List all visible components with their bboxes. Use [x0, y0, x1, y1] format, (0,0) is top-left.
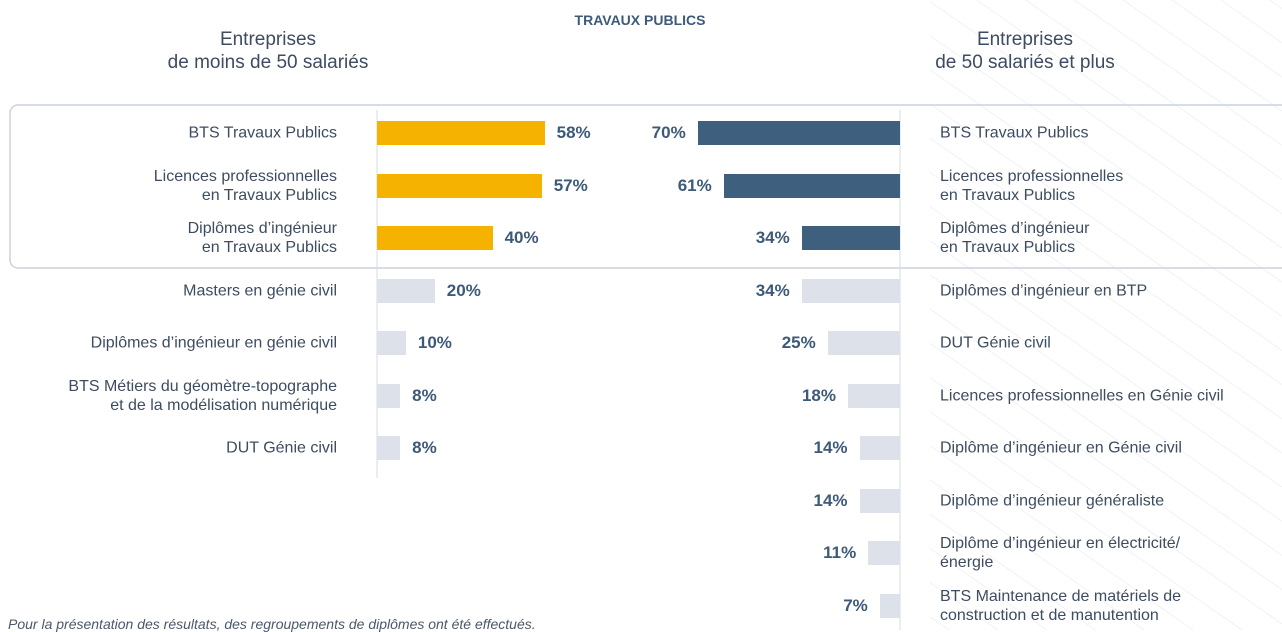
value-label: 18%: [801, 385, 836, 405]
bar: [827, 331, 900, 355]
bar: [377, 331, 406, 355]
value-label: 70%: [651, 123, 686, 142]
panel-subtitle: Entreprises de 50 salariés et plus: [935, 29, 1115, 73]
category-label: Diplôme d’ingénieur généraliste: [940, 492, 1165, 509]
category-label: Licences professionnelles en Travaux Pub…: [940, 167, 1124, 204]
category-label: Licences professionnelles en Travaux Pub…: [153, 167, 337, 204]
category-label: BTS Travaux Publics: [188, 124, 338, 142]
value-label: 14%: [813, 438, 848, 457]
category-label: Diplômes d’ingénieur en Travaux Publics: [187, 220, 337, 256]
bar: [377, 278, 435, 303]
category-label: DUT Génie civil: [940, 334, 1051, 352]
value-label: 61%: [677, 175, 712, 195]
value-label: 34%: [755, 280, 790, 300]
bar: [868, 541, 900, 565]
value-label: 11%: [823, 543, 857, 562]
bar: [859, 436, 900, 460]
category-label: Diplôme d’ingénieur en Génie civil: [940, 439, 1182, 457]
bar: [801, 226, 900, 250]
bar: [377, 121, 545, 145]
panel-subtitle: Entreprises de moins de 50 salariés: [167, 29, 369, 73]
bar: [801, 278, 900, 303]
bar: [847, 383, 900, 408]
bar: [377, 436, 401, 460]
category-label: BTS Travaux Publics: [940, 124, 1089, 142]
category-label: Diplômes d’ingénieur en génie civil: [90, 334, 337, 352]
value-label: 8%: [412, 438, 437, 457]
footnote: Pour la présentation des résultats, des …: [8, 616, 536, 632]
category-label: Masters en génie civil: [183, 282, 337, 299]
value-label: 40%: [504, 228, 539, 247]
bar: [377, 383, 401, 408]
bar: [723, 173, 900, 198]
highlight-box: [9, 104, 1282, 269]
category-label: BTS Maintenance de matériels de construc…: [940, 587, 1182, 624]
value-label: 8%: [412, 385, 437, 405]
value-label: 20%: [446, 280, 481, 300]
value-label: 34%: [755, 228, 790, 247]
category-label: Diplôme d’ingénieur en électricité/ éner…: [940, 535, 1181, 571]
value-label: 57%: [553, 175, 588, 195]
category-label: DUT Génie civil: [226, 439, 337, 457]
bar: [859, 488, 900, 513]
category-label: Diplômes d’ingénieur en BTP: [940, 282, 1148, 299]
bar: [377, 173, 542, 198]
title: TRAVAUX PUBLICS: [574, 12, 706, 28]
value-label: 10%: [417, 333, 452, 352]
category-label: Diplômes d’ingénieur en Travaux Publics: [940, 220, 1090, 256]
value-label: 14%: [813, 490, 848, 510]
value-label: 25%: [781, 333, 816, 352]
category-label: BTS Métiers du géomètre-topographe et de…: [68, 377, 337, 414]
category-label: Licences professionnelles en Génie civil: [940, 387, 1224, 404]
bar: [879, 593, 900, 618]
value-label: 7%: [843, 595, 868, 615]
value-label: 58%: [556, 123, 591, 142]
bar: [697, 121, 900, 145]
bar: [377, 226, 493, 250]
